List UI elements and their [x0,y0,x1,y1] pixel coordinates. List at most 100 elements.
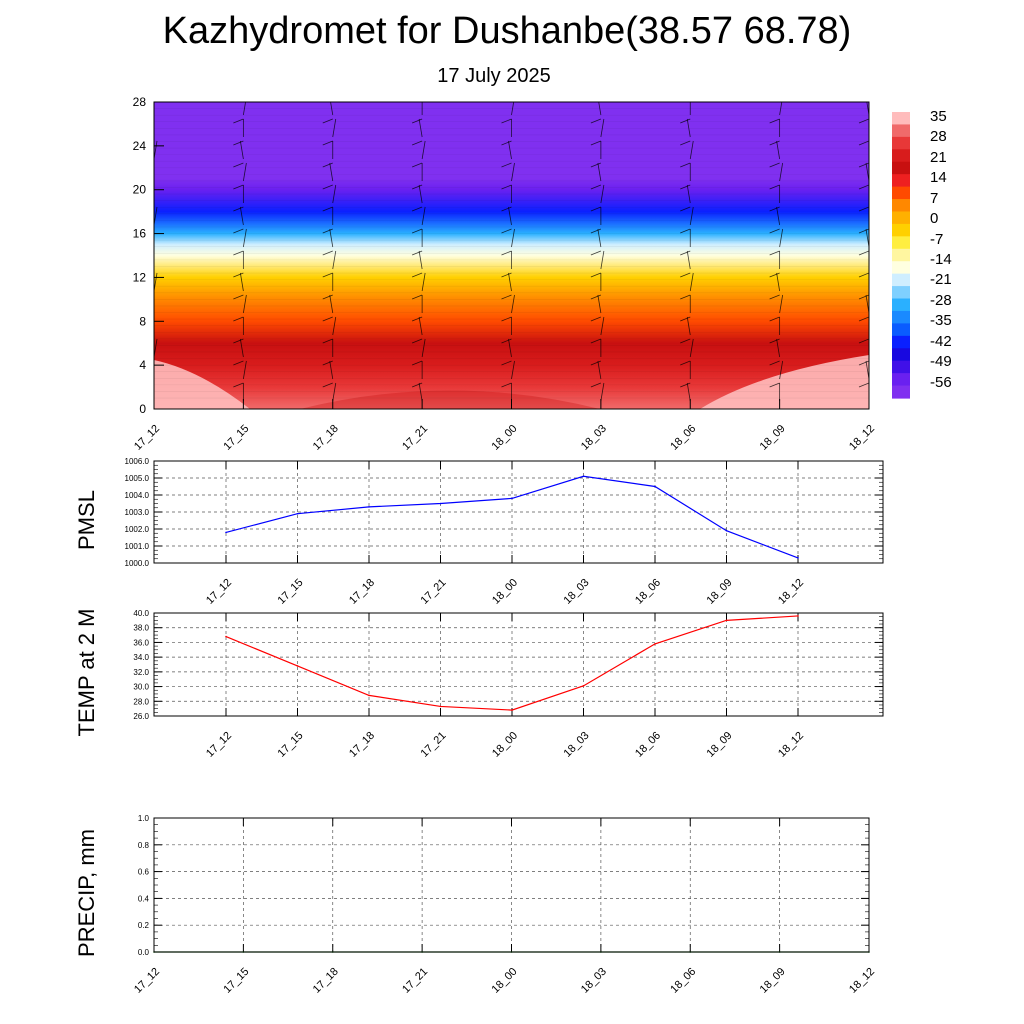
x-tick-label: 17_15 [276,577,306,607]
y-axis-title: PMSL [74,490,99,550]
y-tick-label: 1.0 [138,814,150,823]
wind-barb-feather [769,228,780,234]
x-tick-label: 17_15 [276,730,306,760]
wind-barb [776,272,781,292]
y-tick-label: 34.0 [133,653,149,662]
wind-barb-feather [680,118,691,124]
x-tick-label: 18_06 [633,730,663,760]
wind-barb [508,206,512,226]
wind-barb [689,206,694,226]
wind-barb-feather [411,140,423,146]
colorbar-swatch [892,323,910,337]
wind-barb-feather [322,184,333,190]
wind-barb-feather [411,162,423,168]
wind-barb-feather [769,382,780,388]
wind-barb [776,206,781,226]
wind-barb [329,162,334,182]
wind-barb [239,272,244,292]
wind-barb-feather [590,250,602,256]
wind-barb [779,360,784,380]
wind-barb [779,102,783,116]
wind-barb-feather [501,250,512,256]
wind-barb [332,316,337,336]
wind-barb-feather [680,316,691,322]
x-tick-label: 18_12 [847,423,877,453]
wind-barb-feather [680,206,691,212]
y-tick-label: 4 [139,358,146,372]
wind-barb-feather [501,140,512,146]
wind-barb-feather [858,228,869,234]
y-tick-label: 32.0 [133,668,149,677]
wind-barb-feather [233,206,244,212]
data-point [296,512,299,515]
colorbar-label: 14 [930,169,947,187]
colorbar-swatch [892,174,910,188]
y-tick-label: 1004.0 [125,491,150,500]
y-tick-label: 0.4 [138,894,150,903]
wind-barb [689,338,694,358]
wind-barb-feather [233,382,244,388]
wind-barb [242,162,247,182]
colorbar-label: 0 [930,210,939,228]
colorbar-label: -14 [930,251,952,268]
colorbar-swatch [892,161,910,175]
x-tick-label: 18_09 [705,577,735,607]
x-tick-label: 18_06 [668,966,698,996]
wind-barb-feather [154,163,155,164]
colorbar-swatch [892,335,910,349]
wind-barb-feather [411,250,423,256]
wind-barb-feather [858,162,869,168]
wind-barb-feather [502,97,512,101]
wind-barb-feather [323,97,333,101]
x-tick-label: 17_18 [311,423,341,453]
wind-barb [330,102,334,116]
wind-barb-feather [412,97,422,101]
wind-barb-feather [590,118,602,124]
y-tick-label: 26.0 [133,712,149,721]
wind-barb [686,250,691,270]
wind-barb [332,250,337,270]
wind-barb-feather [233,338,244,344]
wind-barb [329,228,334,248]
wind-barb-feather [769,162,780,168]
wind-barb-feather [590,206,602,212]
colorbar-swatch [892,286,910,300]
wind-barb [511,360,515,380]
colorbar-label: 7 [930,189,939,207]
plot-frame [153,460,884,564]
wind-barb-feather [411,338,423,344]
wind-barb [332,184,337,204]
wind-barb-feather [590,316,602,322]
wind-barb-feather [322,118,333,124]
plot-frame [153,612,884,717]
wind-barb-feather [591,97,601,101]
x-tick-label: 18_12 [776,730,806,760]
wind-barb-feather [590,338,602,344]
x-tick-label: 18_00 [490,577,520,607]
data-point [368,506,370,508]
colorbar-label: 28 [930,128,947,146]
wind-barb-feather [501,118,512,124]
y-tick-label: 0.0 [138,948,150,957]
wind-barb-feather [769,206,780,212]
wind-barb [600,184,605,204]
data-point [368,694,370,697]
wind-barb-feather [154,339,155,340]
x-tick-label: 17_18 [347,730,377,760]
y-tick-label: 1003.0 [125,508,150,517]
wind-barb [329,294,334,314]
y-tick-label: 16 [133,227,147,241]
data-point [439,705,442,708]
hot-patch-left [154,360,250,409]
wind-barb-feather [590,162,602,168]
temp-2m-chart: 26.0 28.0 30.0 32.0 34.0 36.0 38.0 40.0 17_12 17_… [74,609,884,760]
x-tick-label: 18_09 [758,423,788,453]
wind-barb-feather [769,184,780,190]
wind-barb [511,294,515,314]
colorbar-swatch [892,149,910,163]
y-tick-label: 0.8 [138,841,150,850]
plot-area [154,613,883,716]
colorbar-swatch [892,236,910,250]
wind-barb [689,272,694,292]
colorbar-swatch [892,348,910,362]
